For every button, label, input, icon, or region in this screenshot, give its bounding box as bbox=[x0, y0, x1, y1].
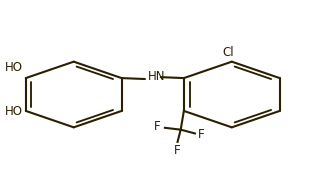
Text: HO: HO bbox=[4, 105, 23, 118]
Text: F: F bbox=[198, 128, 205, 141]
Text: F: F bbox=[174, 144, 181, 157]
Text: HO: HO bbox=[4, 61, 23, 74]
Text: HN: HN bbox=[148, 70, 166, 83]
Text: Cl: Cl bbox=[223, 46, 234, 59]
Text: F: F bbox=[153, 120, 160, 133]
